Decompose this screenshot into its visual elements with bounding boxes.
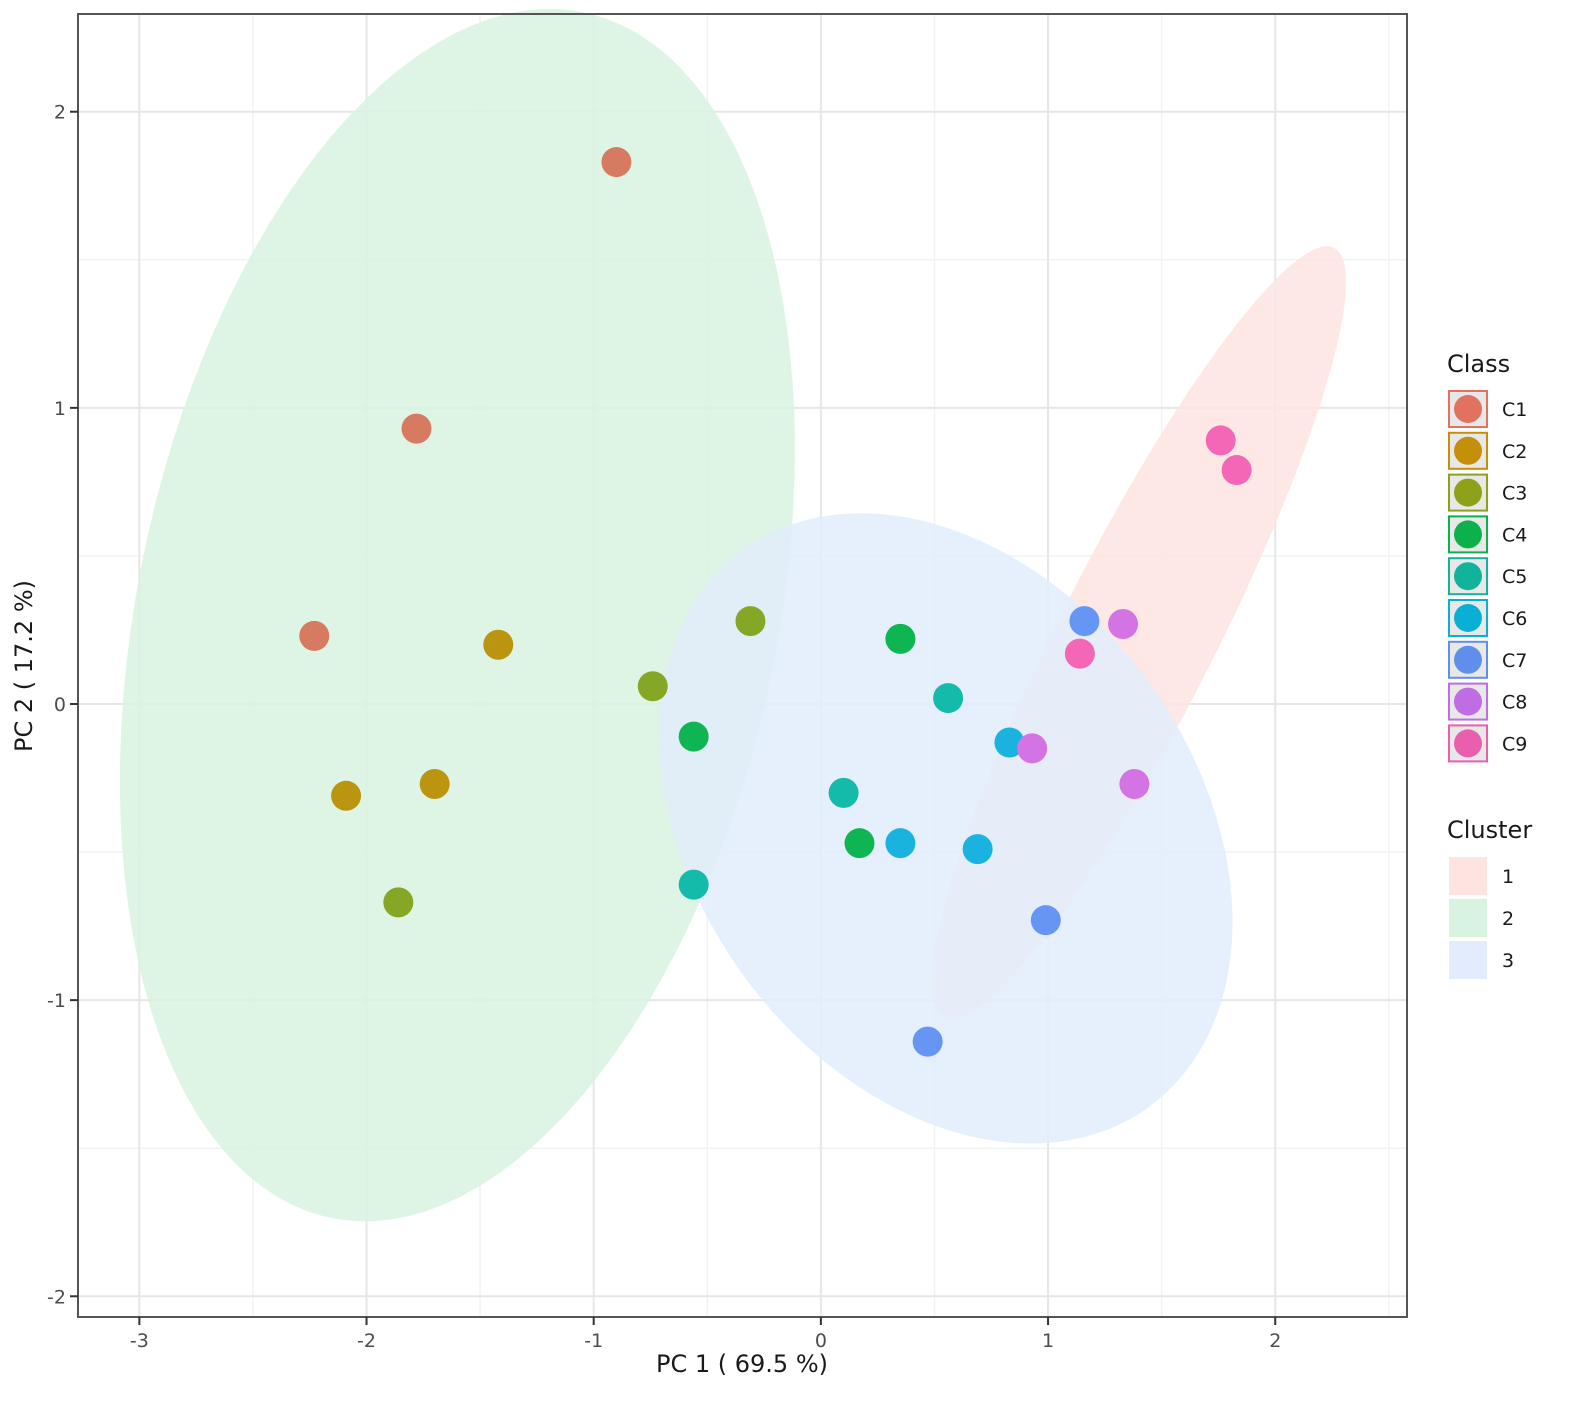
point-c2-1 (483, 629, 514, 660)
cluster-legend-label: 1 (1502, 866, 1514, 888)
cluster-legend-title: Cluster (1447, 816, 1532, 844)
class-legend-symbol (1454, 436, 1482, 465)
point-c4-2 (678, 721, 709, 752)
point-c2-2 (331, 780, 362, 811)
class-legend-symbol (1454, 729, 1482, 758)
class-legend-symbol (1454, 562, 1482, 591)
class-legend-symbol (1454, 645, 1482, 674)
point-c7-2 (1030, 905, 1061, 936)
cluster-ellipse-3 (659, 513, 1233, 1144)
x-tick-label: 0 (815, 1330, 827, 1352)
point-c3-2 (637, 671, 668, 702)
y-tick-label: -1 (47, 990, 66, 1012)
point-c6-1 (885, 828, 916, 859)
x-tick-label: -3 (130, 1330, 149, 1352)
point-c2-3 (419, 768, 450, 799)
point-c5-2 (828, 777, 859, 808)
class-legend-label: C5 (1502, 566, 1527, 588)
y-tick-label: 0 (54, 694, 66, 716)
point-c8-3 (1119, 768, 1150, 799)
cluster-ellipse-2 (119, 9, 795, 1222)
x-tick-label: -2 (357, 1330, 376, 1352)
point-c6-2 (994, 727, 1025, 758)
class-legend-symbol (1454, 687, 1482, 716)
class-legend-label: C2 (1502, 441, 1527, 463)
cluster-legend: Cluster 1 2 3 (1447, 816, 1532, 979)
x-tick-label: -1 (584, 1330, 603, 1352)
cluster-ellipses (119, 9, 1346, 1222)
class-legend-item-c8: C8 (1448, 682, 1527, 721)
x-axis-title: PC 1 ( 69.5 %) (656, 1350, 828, 1378)
point-c9-1 (1205, 425, 1236, 456)
class-legend-symbol (1454, 604, 1482, 632)
class-legend-label: C8 (1502, 692, 1527, 714)
y-tick-label: -2 (47, 1286, 66, 1308)
point-c5-1 (933, 683, 964, 714)
point-c1-1 (601, 147, 632, 178)
point-c3-3 (383, 887, 414, 918)
point-c9-3 (1064, 638, 1095, 669)
cluster-legend-key (1449, 857, 1487, 895)
class-legend-item-c5: C5 (1448, 557, 1527, 596)
cluster-legend-key (1449, 941, 1487, 979)
class-legend-item-c7: C7 (1448, 640, 1527, 679)
point-c8-1 (1108, 609, 1139, 640)
point-c5-3 (678, 869, 709, 900)
class-legend-item-c4: C4 (1448, 515, 1527, 554)
y-axis: -2 -1 0 1 2 (47, 102, 78, 1308)
point-c4-3 (844, 828, 875, 859)
cluster-legend-item-1: 1 (1449, 857, 1514, 895)
class-legend-label: C9 (1502, 733, 1527, 755)
y-axis-title: PC 2 ( 17.2 %) (10, 580, 38, 752)
data-points (299, 147, 1252, 1057)
class-legend-label: C7 (1502, 650, 1527, 672)
class-legend-label: C6 (1502, 608, 1527, 630)
class-legend: Class C1 C2 C3 C4 C5 C6 C7 C8 C9 (1447, 350, 1527, 763)
class-legend-label: C4 (1502, 524, 1527, 546)
point-c4-1 (885, 623, 916, 654)
class-legend-symbol (1454, 520, 1482, 549)
cluster-legend-item-2: 2 (1449, 899, 1514, 937)
point-c3-1 (735, 606, 766, 637)
point-c1-2 (401, 413, 432, 444)
point-c7-1 (1069, 606, 1100, 637)
y-tick-label: 1 (54, 398, 66, 420)
class-legend-symbol (1454, 395, 1482, 423)
x-tick-label: 1 (1042, 1330, 1054, 1352)
cluster-legend-item-3: 3 (1449, 941, 1514, 979)
class-legend-item-c3: C3 (1448, 473, 1527, 512)
class-legend-symbol (1454, 478, 1482, 507)
x-axis: -3 -2 -1 0 1 2 (130, 1317, 1281, 1352)
plot-border (77, 13, 1408, 1318)
class-legend-item-c2: C2 (1448, 431, 1527, 470)
class-legend-item-c6: C6 (1448, 599, 1527, 637)
point-c8-2 (1017, 733, 1048, 764)
point-c6-3 (962, 834, 993, 865)
class-legend-label: C3 (1502, 483, 1527, 505)
class-legend-label: C1 (1502, 399, 1527, 421)
cluster-legend-label: 3 (1502, 950, 1514, 972)
class-legend-item-c1: C1 (1448, 390, 1527, 428)
point-c1-3 (299, 620, 330, 651)
cluster-legend-label: 2 (1502, 908, 1514, 930)
class-legend-title: Class (1447, 350, 1510, 378)
point-c9-2 (1221, 455, 1252, 486)
y-tick-label: 2 (54, 102, 66, 124)
x-tick-label: 2 (1269, 1330, 1281, 1352)
cluster-legend-key (1449, 899, 1487, 937)
class-legend-item-c9: C9 (1448, 724, 1527, 763)
point-c7-3 (912, 1026, 943, 1057)
